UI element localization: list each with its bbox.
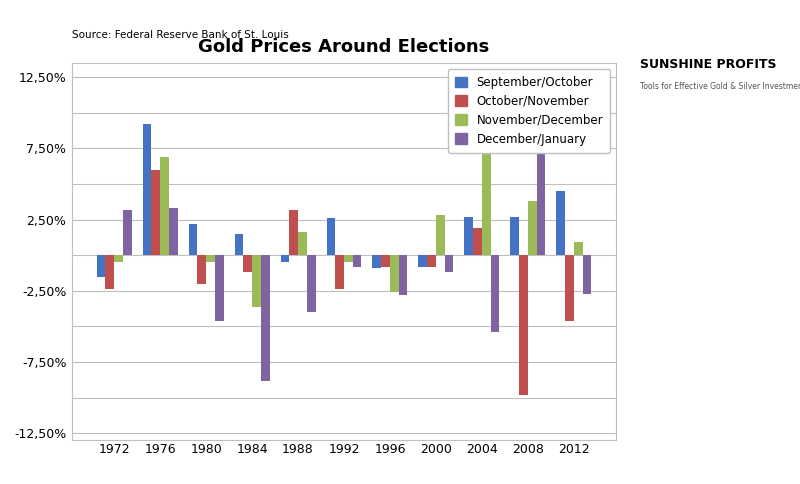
Bar: [445, 255, 454, 272]
Bar: [482, 151, 490, 255]
Bar: [169, 208, 178, 255]
Bar: [215, 255, 223, 321]
Bar: [390, 255, 398, 292]
Bar: [298, 232, 306, 255]
Bar: [252, 255, 261, 306]
Text: Tools for Effective Gold & Silver Investments: Tools for Effective Gold & Silver Invest…: [640, 82, 800, 91]
Text: Source: Federal Reserve Bank of St. Louis: Source: Federal Reserve Bank of St. Loui…: [72, 30, 289, 40]
Title: Gold Prices Around Elections: Gold Prices Around Elections: [198, 38, 490, 56]
Bar: [326, 218, 335, 255]
Bar: [537, 108, 546, 255]
Bar: [335, 255, 344, 289]
Bar: [373, 255, 382, 268]
Bar: [261, 255, 270, 380]
Bar: [398, 255, 407, 295]
Text: SUNSHINE PROFITS: SUNSHINE PROFITS: [640, 58, 777, 71]
Bar: [427, 255, 436, 267]
Legend: September/October, October/November, November/December, December/January: September/October, October/November, Nov…: [448, 69, 610, 152]
Bar: [123, 210, 132, 255]
Bar: [142, 124, 151, 255]
Bar: [106, 255, 114, 289]
Bar: [565, 255, 574, 321]
Bar: [206, 255, 215, 262]
Bar: [574, 242, 582, 255]
Bar: [198, 255, 206, 284]
Bar: [473, 228, 482, 255]
Bar: [436, 215, 445, 255]
Bar: [418, 255, 427, 267]
Bar: [189, 224, 198, 255]
Bar: [306, 255, 315, 312]
Bar: [353, 255, 362, 267]
Bar: [243, 255, 252, 272]
Bar: [114, 255, 123, 262]
Bar: [344, 255, 353, 262]
Bar: [490, 255, 499, 332]
Bar: [151, 170, 160, 255]
Bar: [510, 217, 519, 255]
Bar: [160, 157, 169, 255]
Bar: [556, 191, 565, 255]
Bar: [382, 255, 390, 267]
Bar: [234, 234, 243, 255]
Bar: [519, 255, 528, 395]
Bar: [465, 217, 473, 255]
Bar: [528, 201, 537, 255]
Bar: [290, 210, 298, 255]
Bar: [97, 255, 106, 277]
Bar: [281, 255, 290, 262]
Bar: [582, 255, 591, 294]
